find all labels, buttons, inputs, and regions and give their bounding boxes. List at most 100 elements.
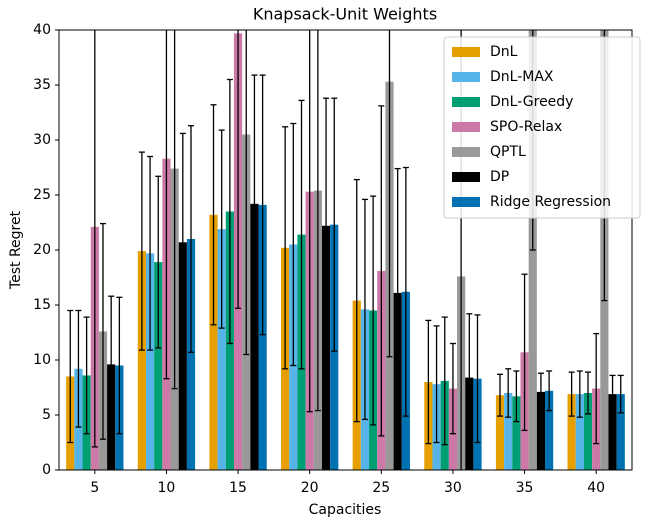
bar xyxy=(154,262,163,470)
error-bar xyxy=(108,295,115,434)
error-bar xyxy=(147,155,154,351)
y-tick-label: 20 xyxy=(33,242,51,258)
error-bar xyxy=(314,30,321,412)
error-bar xyxy=(513,370,520,423)
legend-label: DnL-Greedy xyxy=(490,94,573,110)
legend-label: Ridge Regression xyxy=(490,194,611,210)
error-bar xyxy=(386,30,393,358)
plot-area xyxy=(66,30,625,470)
error-bar xyxy=(323,97,330,355)
bar xyxy=(608,394,617,470)
y-tick-label: 15 xyxy=(33,297,51,313)
error-bar xyxy=(187,125,194,353)
error-bar xyxy=(306,30,313,413)
x-tick-label: 5 xyxy=(90,480,99,496)
error-bar xyxy=(91,30,98,448)
error-bar xyxy=(593,332,600,445)
legend-swatch xyxy=(452,197,480,207)
error-bar xyxy=(282,126,289,370)
error-bar xyxy=(290,122,297,367)
legend-label: QPTL xyxy=(490,144,526,160)
error-bar xyxy=(163,30,170,380)
legend-label: SPO-Relax xyxy=(490,119,562,135)
error-bar xyxy=(218,129,225,329)
bar xyxy=(545,390,554,470)
x-tick-label: 15 xyxy=(229,480,247,496)
legend-label: DnL xyxy=(490,44,518,60)
bar xyxy=(209,214,218,470)
error-bar xyxy=(370,195,377,426)
error-bar xyxy=(568,371,575,417)
error-bar xyxy=(585,371,592,415)
error-bar xyxy=(210,104,217,326)
error-bar xyxy=(75,309,82,428)
bar xyxy=(512,396,521,470)
bar xyxy=(575,394,584,470)
y-tick-label: 35 xyxy=(33,77,51,93)
legend-swatch xyxy=(452,72,480,82)
bar xyxy=(495,395,505,470)
error-bar xyxy=(441,316,448,446)
error-bar xyxy=(537,372,544,412)
error-bar xyxy=(449,342,456,435)
error-bar xyxy=(116,296,123,435)
error-bar xyxy=(226,78,233,345)
legend-swatch xyxy=(452,147,480,157)
error-bar xyxy=(546,370,553,412)
legend-label: DP xyxy=(490,169,509,185)
bar xyxy=(186,239,196,470)
bar xyxy=(250,203,259,470)
legend-swatch xyxy=(452,97,480,107)
legend-swatch xyxy=(452,47,480,57)
error-bar xyxy=(155,175,162,349)
chart-title: Knapsack-Unit Weights xyxy=(253,5,437,24)
y-tick-label: 40 xyxy=(33,22,51,38)
bar xyxy=(178,242,187,470)
y-tick-label: 0 xyxy=(42,462,51,478)
bar xyxy=(567,394,576,470)
y-tick-label: 5 xyxy=(42,407,51,423)
bar xyxy=(616,394,625,470)
error-bar xyxy=(171,30,178,390)
error-bar xyxy=(298,99,305,370)
error-bar xyxy=(251,74,258,334)
error-bar xyxy=(425,319,432,445)
legend-frame xyxy=(443,36,641,219)
error-bar xyxy=(378,105,385,437)
error-bar xyxy=(353,178,360,423)
bar xyxy=(258,204,267,470)
y-tick-label: 30 xyxy=(33,132,51,148)
legend-swatch xyxy=(452,122,480,132)
error-bar xyxy=(433,325,440,444)
error-bar xyxy=(609,374,616,414)
legend-label: DnL-MAX xyxy=(490,69,554,85)
legend-swatch xyxy=(452,172,480,182)
error-bar xyxy=(331,97,338,352)
error-bar xyxy=(259,74,266,336)
error-bar xyxy=(99,222,106,440)
error-bar xyxy=(179,132,186,352)
error-bar xyxy=(497,373,504,417)
error-bar xyxy=(617,374,624,414)
error-bar xyxy=(243,30,250,356)
x-tick-label: 40 xyxy=(587,480,605,496)
x-tick-label: 20 xyxy=(301,480,319,496)
error-bar xyxy=(466,313,473,443)
x-tick-label: 35 xyxy=(516,480,534,496)
error-bar xyxy=(394,167,401,418)
error-bar xyxy=(235,30,242,309)
x-tick-label: 10 xyxy=(158,480,176,496)
bar xyxy=(145,253,155,470)
x-tick-label: 25 xyxy=(372,480,390,496)
y-tick-label: 25 xyxy=(33,187,51,203)
bar xyxy=(217,229,226,470)
bar xyxy=(583,393,593,470)
error-bar xyxy=(521,273,528,432)
error-bar xyxy=(83,316,90,435)
error-bar xyxy=(138,151,145,351)
y-axis-label: Test Regret xyxy=(8,210,24,290)
legend: DnL DnL-MAX DnL-Greedy SPO-Relax QPTL DP Ridge… xyxy=(443,36,641,219)
error-bar xyxy=(474,314,481,444)
x-tick-label: 30 xyxy=(444,480,462,496)
